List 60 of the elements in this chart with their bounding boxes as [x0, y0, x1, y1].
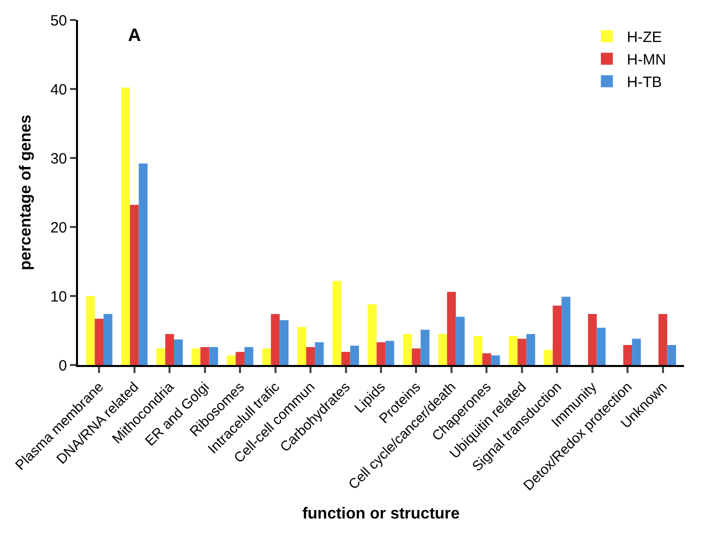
bar	[385, 340, 394, 365]
bar	[544, 350, 553, 365]
bar	[138, 164, 148, 365]
y-tick-label: 0	[58, 357, 67, 374]
bar	[623, 344, 632, 365]
bar	[508, 336, 518, 365]
bar	[403, 334, 412, 365]
bar	[314, 342, 324, 365]
bar	[658, 314, 668, 365]
bar	[165, 334, 174, 365]
bar	[270, 314, 280, 365]
bar	[209, 347, 218, 365]
bar	[94, 318, 104, 365]
bar	[104, 314, 112, 365]
bar	[562, 296, 570, 365]
bar	[280, 320, 289, 365]
bar	[226, 355, 236, 365]
bar	[667, 344, 676, 365]
bar	[332, 280, 342, 365]
bar	[526, 334, 536, 365]
bar	[86, 296, 95, 365]
y-tick-label: 10	[50, 288, 67, 306]
bar	[482, 353, 492, 365]
bar	[368, 304, 377, 365]
bar	[350, 346, 359, 365]
y-tick-label: 30	[50, 150, 67, 168]
bar	[491, 355, 500, 365]
bar	[518, 338, 526, 365]
y-tick-label: 50	[50, 12, 67, 30]
bar	[200, 347, 210, 365]
bar	[192, 348, 200, 365]
x-axis-title: function or structure	[302, 506, 460, 523]
bar	[420, 330, 430, 365]
y-tick-label: 40	[50, 81, 67, 98]
bar	[262, 348, 271, 365]
bar	[456, 316, 465, 365]
bar	[473, 336, 482, 365]
bar	[121, 88, 130, 365]
bar	[588, 314, 597, 365]
bar	[306, 347, 315, 365]
bar	[130, 204, 139, 365]
bar	[156, 348, 166, 365]
bar	[632, 338, 641, 365]
bar	[244, 347, 254, 365]
bar	[236, 352, 244, 365]
y-axis-title: percentage of genes	[18, 114, 35, 270]
bar	[341, 352, 350, 365]
bar	[376, 342, 386, 365]
legend-label: H-TB	[626, 74, 662, 92]
legend-label: H-MN	[626, 52, 666, 69]
annotation: A	[128, 25, 141, 45]
bar	[438, 334, 448, 365]
bar	[174, 339, 183, 365]
bar	[596, 328, 606, 365]
bar	[412, 348, 421, 365]
bar	[552, 306, 562, 365]
legend-label: H-ZE	[626, 29, 662, 46]
bar	[447, 292, 456, 365]
bar	[297, 327, 306, 365]
y-tick-label: 20	[50, 219, 67, 236]
